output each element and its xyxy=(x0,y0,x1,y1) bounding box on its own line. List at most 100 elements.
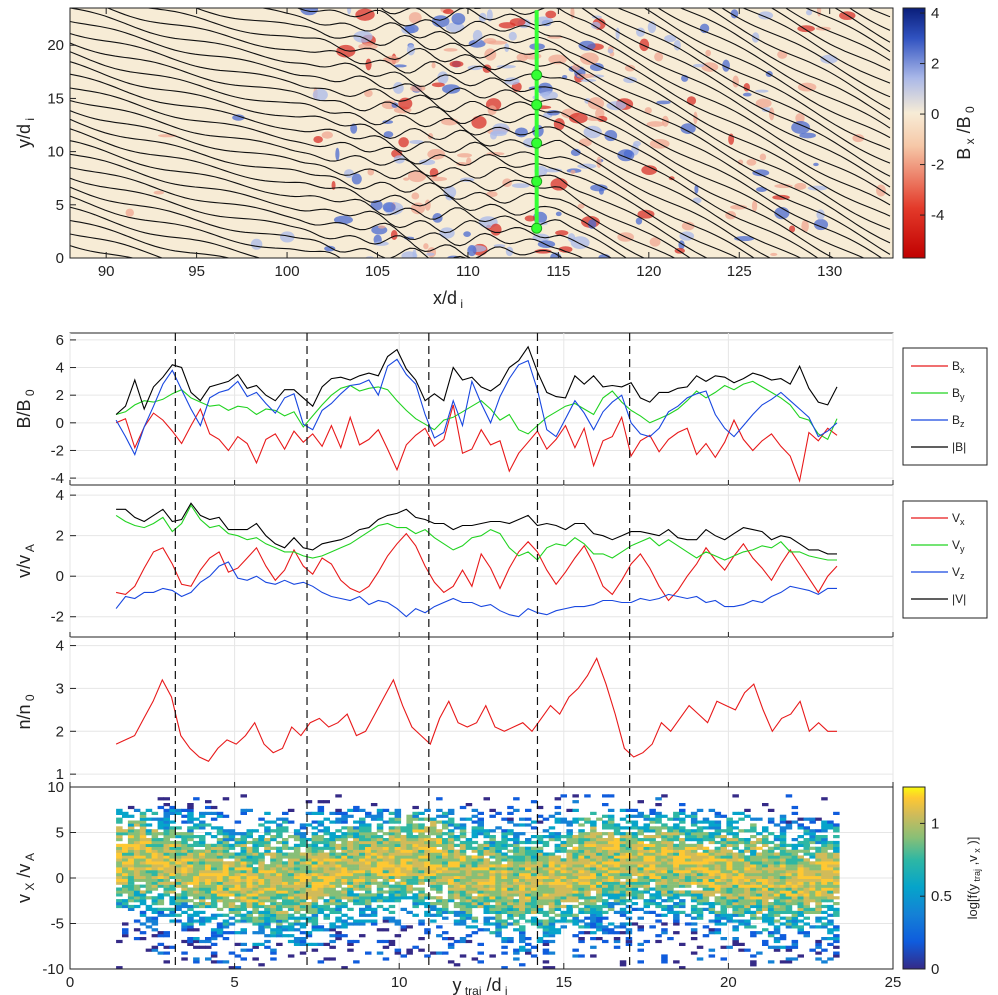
vx-cell xyxy=(661,960,668,964)
vx-cell xyxy=(714,928,722,932)
series-line-Vy xyxy=(115,504,837,561)
vx-cell xyxy=(625,832,633,836)
vx-cell xyxy=(696,890,704,894)
vx-cell xyxy=(311,893,319,897)
vx-cell xyxy=(264,939,271,944)
vx-cell xyxy=(157,843,165,847)
vx-cell xyxy=(287,887,295,891)
vx-cell xyxy=(655,875,662,879)
vx-cell xyxy=(483,875,490,879)
vx-cell xyxy=(578,925,585,929)
vx-cell xyxy=(347,814,354,818)
vx-cell xyxy=(317,861,325,865)
vx-cell xyxy=(412,945,419,949)
vx-cell xyxy=(785,902,793,906)
vx-cell xyxy=(282,817,289,821)
vx-cell xyxy=(637,878,644,882)
vx-cell xyxy=(554,928,562,932)
vx-cell xyxy=(246,884,253,888)
vx-cell xyxy=(347,878,354,882)
vx-cell xyxy=(696,902,704,906)
vx-cell xyxy=(513,948,520,952)
vx-cell xyxy=(418,835,425,839)
vx-cell xyxy=(187,832,194,836)
vx-cell xyxy=(791,939,799,944)
vx-cell xyxy=(607,904,615,909)
bx-patch xyxy=(493,244,506,248)
vx-cell xyxy=(145,907,153,911)
vx-cell xyxy=(394,934,402,938)
vx-cell xyxy=(270,919,277,923)
vx-cell xyxy=(750,823,757,827)
vx-cell xyxy=(667,838,674,842)
vx-cell xyxy=(773,884,781,888)
vx-cell xyxy=(145,867,153,871)
vx-cell xyxy=(762,861,769,865)
vx-cell xyxy=(210,913,218,917)
bx-patch xyxy=(751,200,758,212)
vx-cell xyxy=(382,843,390,847)
vx-cell xyxy=(833,925,840,929)
vx-cell xyxy=(637,855,644,859)
vx-cell xyxy=(353,832,360,836)
vx-cell xyxy=(613,861,621,865)
bx-patch xyxy=(799,132,816,139)
vx-cell xyxy=(406,838,413,842)
vx-cell xyxy=(643,829,650,833)
vx-cell xyxy=(276,910,283,914)
vx-cell xyxy=(590,881,597,885)
vx-cell xyxy=(690,864,698,868)
vx-cell xyxy=(436,838,443,842)
vx-cell xyxy=(353,808,360,812)
vx-cell xyxy=(436,864,443,868)
vx-cell xyxy=(187,942,194,946)
vx-cell xyxy=(542,896,550,900)
vx-cell xyxy=(791,811,799,815)
vx-cell xyxy=(376,893,384,897)
vx-cell xyxy=(169,855,176,859)
vx-cell xyxy=(821,867,828,871)
vx-cell xyxy=(643,887,650,891)
vx-cell xyxy=(406,951,413,955)
vx-cell xyxy=(412,902,419,906)
vx-cell xyxy=(133,829,141,833)
vx-cell xyxy=(619,817,627,821)
vx-cell xyxy=(513,899,520,903)
vx-cell xyxy=(459,840,467,845)
vx-cell xyxy=(323,893,330,897)
vx-cell xyxy=(649,896,656,900)
vx-cell xyxy=(779,922,787,926)
vx-cell xyxy=(151,928,159,932)
vx-cell xyxy=(702,899,710,903)
vx-cell xyxy=(495,884,502,888)
vx-cell xyxy=(714,835,722,839)
vx-cell xyxy=(501,893,508,897)
vx-cell xyxy=(181,870,188,874)
vx-cell xyxy=(246,855,253,859)
vx-cell xyxy=(566,823,573,827)
vx-cell xyxy=(133,872,141,877)
vx-cell xyxy=(323,829,330,833)
vx-cell xyxy=(157,823,165,827)
vx-cell xyxy=(282,840,289,845)
vx-cell xyxy=(323,846,330,850)
vx-cell xyxy=(471,916,479,920)
vx-cell xyxy=(530,826,538,830)
vx-cell xyxy=(406,858,413,862)
vx-cell xyxy=(542,910,550,914)
vx-cell xyxy=(483,907,490,911)
vx-cell xyxy=(199,893,206,897)
vx-cell xyxy=(554,899,562,903)
vx-cell xyxy=(418,899,425,903)
vx-cell xyxy=(216,864,224,868)
vx-cell xyxy=(542,939,550,944)
vx-cell xyxy=(750,881,757,885)
vx-cell xyxy=(252,957,259,961)
vx-cell xyxy=(483,872,490,877)
vx-cell xyxy=(246,875,253,879)
vx-cell xyxy=(394,887,402,891)
vx-cell xyxy=(726,855,733,859)
vx-cell xyxy=(139,826,147,830)
vx-cell xyxy=(637,811,644,815)
